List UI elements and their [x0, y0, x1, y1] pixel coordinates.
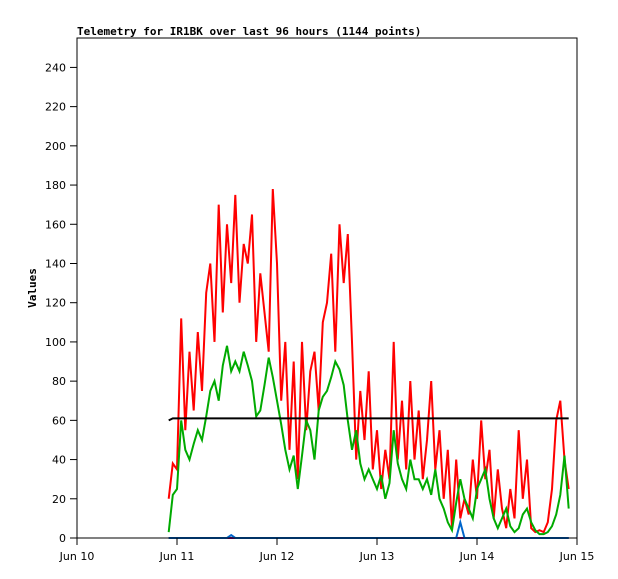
y-tick-label: 180 — [45, 179, 66, 192]
series-line-2 — [168, 417, 569, 422]
y-tick-label: 40 — [52, 454, 66, 467]
series-line-1 — [167, 345, 570, 536]
y-axis-label: Values — [26, 268, 39, 308]
plot-frame — [76, 37, 578, 539]
y-tick-label: 120 — [45, 297, 66, 310]
x-tick-label: Jun 13 — [359, 550, 395, 563]
x-tick-label: Jun 10 — [59, 550, 95, 563]
y-tick-label: 80 — [52, 375, 66, 388]
series-line-0 — [167, 188, 570, 534]
y-tick-label: 0 — [59, 532, 66, 545]
y-tick-label: 220 — [45, 101, 66, 114]
y-tick-label: 160 — [45, 218, 66, 231]
series-layer — [167, 188, 570, 539]
x-tick-label: Jun 14 — [459, 550, 495, 563]
series-line-3 — [168, 518, 569, 539]
y-tick-label: 200 — [45, 140, 66, 153]
x-tick-label: Jun 12 — [259, 550, 295, 563]
axis-layer: 0 20 40 60 80 100 120 140 160 180 200 220 240 Jun 10 J… — [45, 61, 594, 563]
y-tick-label: 60 — [52, 414, 66, 427]
y-tick-label: 140 — [45, 257, 66, 270]
x-tick-label: Jun 11 — [159, 550, 195, 563]
chart-title: Telemetry for IR1BK over last 96 hours (… — [77, 25, 421, 38]
x-tick-label: Jun 15 — [559, 550, 595, 563]
y-tick-label: 100 — [45, 336, 66, 349]
y-tick-label: 20 — [52, 493, 66, 506]
y-tick-label: 240 — [45, 61, 66, 74]
